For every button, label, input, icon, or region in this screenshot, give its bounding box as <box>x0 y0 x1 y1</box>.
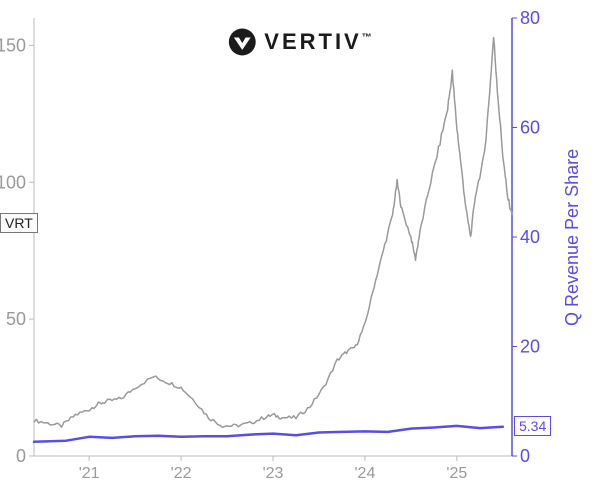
svg-text:50: 50 <box>6 309 26 329</box>
svg-text:40: 40 <box>520 227 540 247</box>
svg-text:'21: '21 <box>79 465 100 482</box>
vertiv-icon <box>228 28 256 56</box>
svg-text:100: 100 <box>0 172 26 192</box>
ticker-label: VRT <box>5 215 33 231</box>
brand-name: VERTIV <box>264 29 361 54</box>
svg-text:'25: '25 <box>446 465 467 482</box>
brand-logo: VERTIV™ <box>228 28 371 56</box>
svg-text:'24: '24 <box>354 465 375 482</box>
svg-text:0: 0 <box>520 446 530 466</box>
revenue-current-value: 5.34 <box>519 418 546 434</box>
brand-tm: ™ <box>362 33 372 44</box>
svg-text:150: 150 <box>0 35 26 55</box>
svg-text:20: 20 <box>520 337 540 357</box>
svg-text:'23: '23 <box>263 465 284 482</box>
right-axis-label: Q Revenue Per Share <box>562 58 583 416</box>
ticker-label-box: VRT <box>0 213 38 233</box>
svg-text:'22: '22 <box>171 465 192 482</box>
svg-text:0: 0 <box>16 446 26 466</box>
svg-text:80: 80 <box>520 8 540 28</box>
dual-axis-chart: 0 50 100 150 0 20 40 60 80 '21 '22 '23 '24 '25 <box>0 0 600 500</box>
revenue-value-box: 5.34 <box>514 416 551 436</box>
svg-text:60: 60 <box>520 118 540 138</box>
